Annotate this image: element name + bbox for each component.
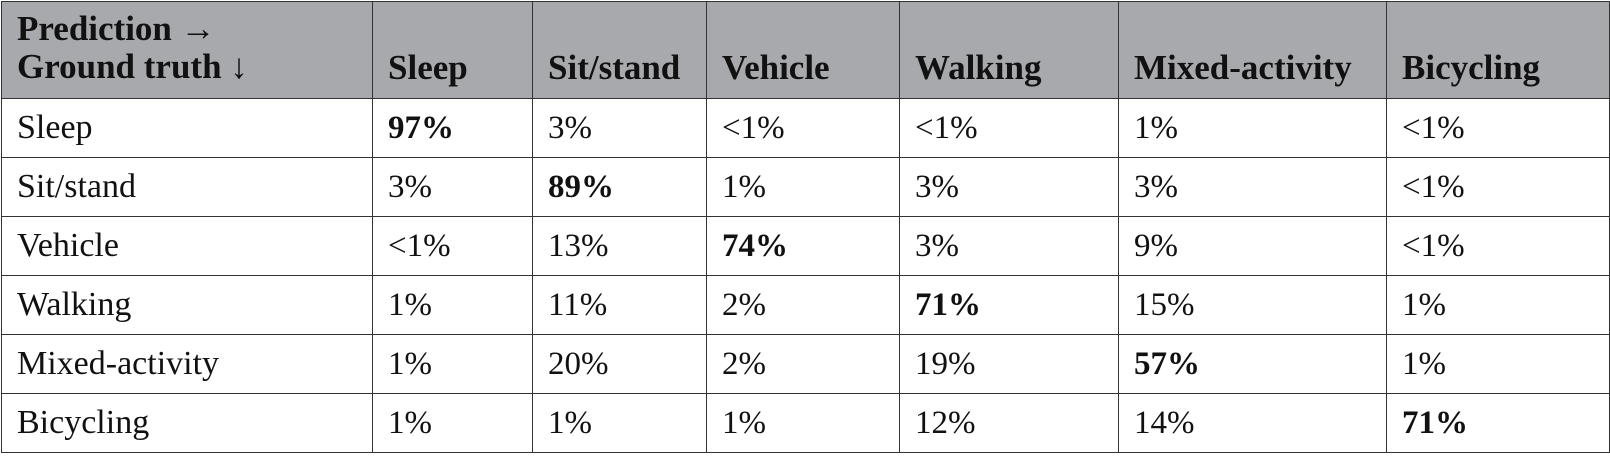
table-cell: <1% [899,98,1119,158]
table-cell-diagonal: 97% [372,98,533,158]
table-cell: 3% [372,157,533,217]
column-header-sleep: Sleep [372,1,533,99]
table-cell: 1% [1386,334,1610,394]
confusion-matrix-table: Prediction → Ground truth ↓ Sleep Sit/st… [1,1,1610,453]
table-cell: 1% [1386,275,1610,335]
table-cell: 1% [706,157,900,217]
table-cell-diagonal: 89% [532,157,707,217]
table-cell: 1% [372,275,533,335]
table-cell: 2% [706,334,900,394]
table-cell: 3% [899,216,1119,276]
table-cell: 19% [899,334,1119,394]
table-row: Bicycling 1% 1% 1% 12% 14% 71% [1,393,1610,453]
table-row: Sit/stand 3% 89% 1% 3% 3% <1% [1,157,1610,217]
corner-ground-truth-label: Ground truth ↓ [17,47,248,86]
table-cell-diagonal: 57% [1118,334,1387,394]
row-label: Bicycling [1,393,373,453]
table-cell-diagonal: 71% [1386,393,1610,453]
table-cell: 14% [1118,393,1387,453]
table-cell: 3% [1118,157,1387,217]
table-cell: 9% [1118,216,1387,276]
table-row: Walking 1% 11% 2% 71% 15% 1% [1,275,1610,335]
table-cell: 15% [1118,275,1387,335]
table-cell: 1% [1118,98,1387,158]
row-label: Sit/stand [1,157,373,217]
row-label: Mixed-activity [1,334,373,394]
column-header-bicycling: Bicycling [1386,1,1610,99]
column-header-sit-stand: Sit/stand [532,1,707,99]
corner-header: Prediction → Ground truth ↓ [1,1,373,99]
table-cell: 1% [532,393,707,453]
table-cell: 1% [372,334,533,394]
row-label: Walking [1,275,373,335]
table-cell: <1% [706,98,900,158]
table-cell-diagonal: 74% [706,216,900,276]
table-cell: <1% [1386,157,1610,217]
table-cell: <1% [372,216,533,276]
header-row: Prediction → Ground truth ↓ Sleep Sit/st… [1,1,1610,99]
table-cell: <1% [1386,216,1610,276]
row-label: Vehicle [1,216,373,276]
table-cell-diagonal: 71% [899,275,1119,335]
table-cell: 13% [532,216,707,276]
table-row: Mixed-activity 1% 20% 2% 19% 57% 1% [1,334,1610,394]
table-cell: 12% [899,393,1119,453]
table-body: Sleep 97% 3% <1% <1% 1% <1% Sit/stand 3%… [1,98,1610,453]
table-cell: 11% [532,275,707,335]
table-row: Vehicle <1% 13% 74% 3% 9% <1% [1,216,1610,276]
table-cell: 3% [899,157,1119,217]
table-cell: 1% [372,393,533,453]
table-cell: <1% [1386,98,1610,158]
table-header: Prediction → Ground truth ↓ Sleep Sit/st… [1,1,1610,99]
corner-prediction-label: Prediction → [17,9,216,48]
table-cell: 1% [706,393,900,453]
table-cell: 3% [532,98,707,158]
table-cell: 20% [532,334,707,394]
table-row: Sleep 97% 3% <1% <1% 1% <1% [1,98,1610,158]
column-header-mixed-activity: Mixed-activity [1118,1,1387,99]
row-label: Sleep [1,98,373,158]
column-header-vehicle: Vehicle [706,1,900,99]
column-header-walking: Walking [899,1,1119,99]
table-cell: 2% [706,275,900,335]
